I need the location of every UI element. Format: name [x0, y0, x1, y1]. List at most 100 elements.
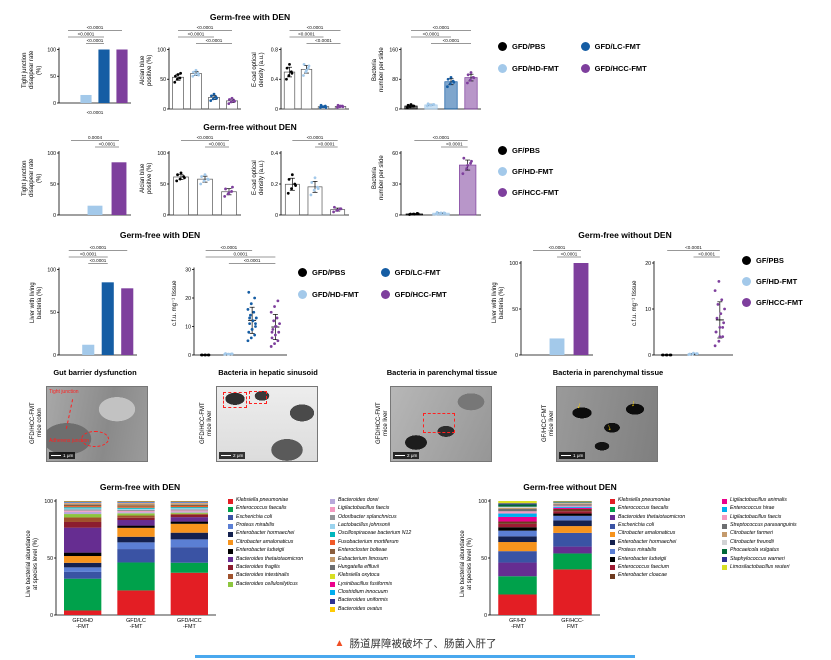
species-abundance-chart-den: Live bacterial abundance at species leve… — [26, 496, 218, 632]
y-axis-label: Liver with living bacteria (%) — [30, 282, 44, 324]
legend-item: Hungatella effluvii — [330, 564, 411, 571]
species-legend-gf-col2: Ligilactobacillus animalis Enterococcus h… — [722, 497, 797, 573]
svg-text:<0.0001: <0.0001 — [316, 38, 333, 43]
legend-swatch — [330, 573, 335, 579]
svg-text:<0.0001: <0.0001 — [197, 135, 214, 140]
section-title-row3-left: Germ-free with DEN — [119, 230, 201, 240]
y-axis-label: c.f.u. mg⁻¹ tissue — [172, 280, 178, 326]
svg-text:<0.0001: <0.0001 — [86, 38, 103, 43]
legend-label: Limosilactobacillus reuteri — [730, 563, 790, 570]
legend-item: Enterococcus faecium — [610, 563, 685, 571]
section-title-row2: Germ-free without DEN — [203, 122, 297, 132]
svg-text:<0.0001: <0.0001 — [433, 135, 450, 140]
legend-label: Ligilactobacillus faecis — [730, 513, 782, 520]
legend-item: Lysinibacillus fusiformis — [330, 581, 411, 588]
legend-item: Proteus mirabilis — [228, 522, 303, 529]
legend-swatch — [742, 298, 751, 307]
legend-swatch — [228, 506, 233, 512]
legend-item: GFD/HCC-FMT — [580, 64, 647, 73]
section-title-row3-right: Germ-free without DEN — [578, 230, 672, 240]
scale-bar: 1 μm — [559, 452, 586, 459]
legend-gfd-groups: GFD/PBS GFD/LC-FMT GFD/HD-FMT GFD/HCC-FMT — [498, 42, 647, 73]
svg-text:0.0001: 0.0001 — [234, 252, 248, 257]
legend-label: GF/HD-FMT — [756, 277, 798, 286]
species-legend-gf-col1: Klebsiella pneumoniae Enterococcus faecal… — [610, 497, 685, 582]
legend-label: Bacteroides dorei — [338, 497, 379, 503]
legend-item: GFD/PBS — [298, 268, 359, 277]
svg-text:50: 50 — [48, 556, 54, 562]
figure-caption: ▲ 肠道屏障被破坏了、肠菌入肝了 — [0, 636, 831, 651]
svg-text:30: 30 — [185, 267, 191, 273]
legend-label: GFD/PBS — [512, 42, 546, 51]
legend-item: Staphylococcus warneri — [722, 556, 797, 563]
legend-label: Escherichia coli — [618, 522, 655, 529]
legend-swatch — [228, 523, 233, 529]
legend-label: Lactobacillus johnsonii — [338, 522, 390, 529]
warning-triangle-icon: ▲ — [334, 638, 345, 649]
scale-bar-label: 2 μm — [233, 453, 244, 458]
y-axis-label: Bacteria number per slide — [372, 155, 386, 201]
svg-text:0: 0 — [648, 353, 651, 359]
legend-label: Enterococcus faecium — [618, 563, 670, 570]
alcian-blue-plot-gf: 0 50 100 <0.0001 <0.0001 — [154, 134, 244, 222]
legend-swatch — [722, 548, 727, 554]
svg-text:0.0004: 0.0004 — [88, 135, 102, 140]
scale-bar: 2 μm — [219, 452, 246, 459]
legend-item: GFD/HD-FMT — [298, 290, 359, 299]
legend-swatch — [330, 582, 335, 588]
legend-item: GF/PBS — [498, 146, 559, 155]
y-axis-label: Tight junction disappear rate (%) — [22, 50, 43, 90]
legend-label: GF/HCC-FMT — [756, 298, 803, 307]
em-title-hepatic-sinusoid: Bacteria in hepatic sinusoid — [218, 368, 318, 377]
legend-swatch — [330, 548, 335, 554]
legend-label: Ligilactobacillus faecis — [338, 505, 390, 512]
legend-item: GF/HD-FMT — [498, 167, 559, 176]
legend-label: Ligilactobacillus animalis — [730, 497, 787, 503]
legend-item: Odoribacter splanchnicus — [330, 514, 411, 521]
legend-item: Enterobacter hormaechei — [610, 539, 685, 546]
legend-label: Fusobacterium mortiferum — [338, 538, 399, 545]
svg-text:100: 100 — [47, 47, 56, 53]
legend-swatch — [330, 557, 335, 563]
legend-item: Bacteroides dorei — [330, 497, 411, 504]
legend-label: Citrobacter amalonaticus — [236, 538, 294, 545]
section-title-row5-left: Germ-free with DEN — [99, 482, 181, 492]
tight-junction-plot: 0 50 100 <0.0001 <0.0001 <0.0001 <0.0001 — [44, 24, 134, 116]
ecad-density-plot: 0 0.4 0.8 <0.0001 <0.0001 <0.0001 — [266, 24, 352, 116]
legend-label: Enterobacter ludwigii — [236, 547, 285, 554]
tight-junction-dashed-line — [65, 399, 74, 429]
liver-bacteria-chart-den: Liver with living bacteria (%) 0 50 100 <0.… — [30, 244, 140, 362]
legend-item: Oscillospiraceae bacterium N12 — [330, 530, 411, 537]
svg-text:20: 20 — [645, 261, 651, 267]
legend-item: GF/HD-FMT — [742, 277, 803, 286]
svg-text:100: 100 — [47, 151, 56, 157]
svg-text:0: 0 — [53, 213, 56, 219]
svg-text:20: 20 — [185, 296, 191, 302]
scale-bar-label: 1 μm — [573, 453, 584, 458]
y-axis-label: Alcian blue positive (%) — [140, 54, 154, 86]
em-side-label: GFD/HCC-FMT mice colon — [30, 402, 44, 444]
legend-item: GFD/PBS — [498, 42, 559, 51]
svg-text:50: 50 — [50, 182, 56, 188]
legend-item: Fusobacterium mortiferum — [330, 538, 411, 546]
scale-bar-line — [395, 454, 405, 457]
svg-text:0: 0 — [484, 613, 487, 619]
section-title-row5-right: Germ-free without DEN — [523, 482, 617, 492]
legend-swatch — [228, 515, 233, 521]
legend-swatch — [330, 607, 335, 613]
legend-label: Klebsiella pneumoniae — [236, 497, 289, 503]
legend-swatch — [610, 548, 615, 554]
legend-label: GFD/HCC-FMT — [594, 64, 647, 73]
svg-text:<0.0001: <0.0001 — [90, 258, 107, 263]
legend-label: GF/HD-FMT — [512, 167, 554, 176]
em-image-parenchymal-1: 2 μm — [390, 386, 492, 462]
legend-swatch — [610, 523, 615, 529]
em-side-label: GFD/HCC-FMT mice liver — [376, 402, 390, 444]
svg-text:GFD/HCC: GFD/HCC — [177, 618, 202, 624]
liver-bacteria-plot-gf: 0 50 100 <0.0001 <0.0001 — [506, 244, 596, 362]
legend-label: Citrobacter farmeri — [730, 530, 773, 537]
bottom-progress-bar — [195, 655, 635, 658]
svg-text:GFD/LC: GFD/LC — [126, 618, 146, 624]
svg-text:<0.0001: <0.0001 — [80, 252, 97, 257]
y-axis-label: Bacteria number per slide — [372, 47, 386, 93]
